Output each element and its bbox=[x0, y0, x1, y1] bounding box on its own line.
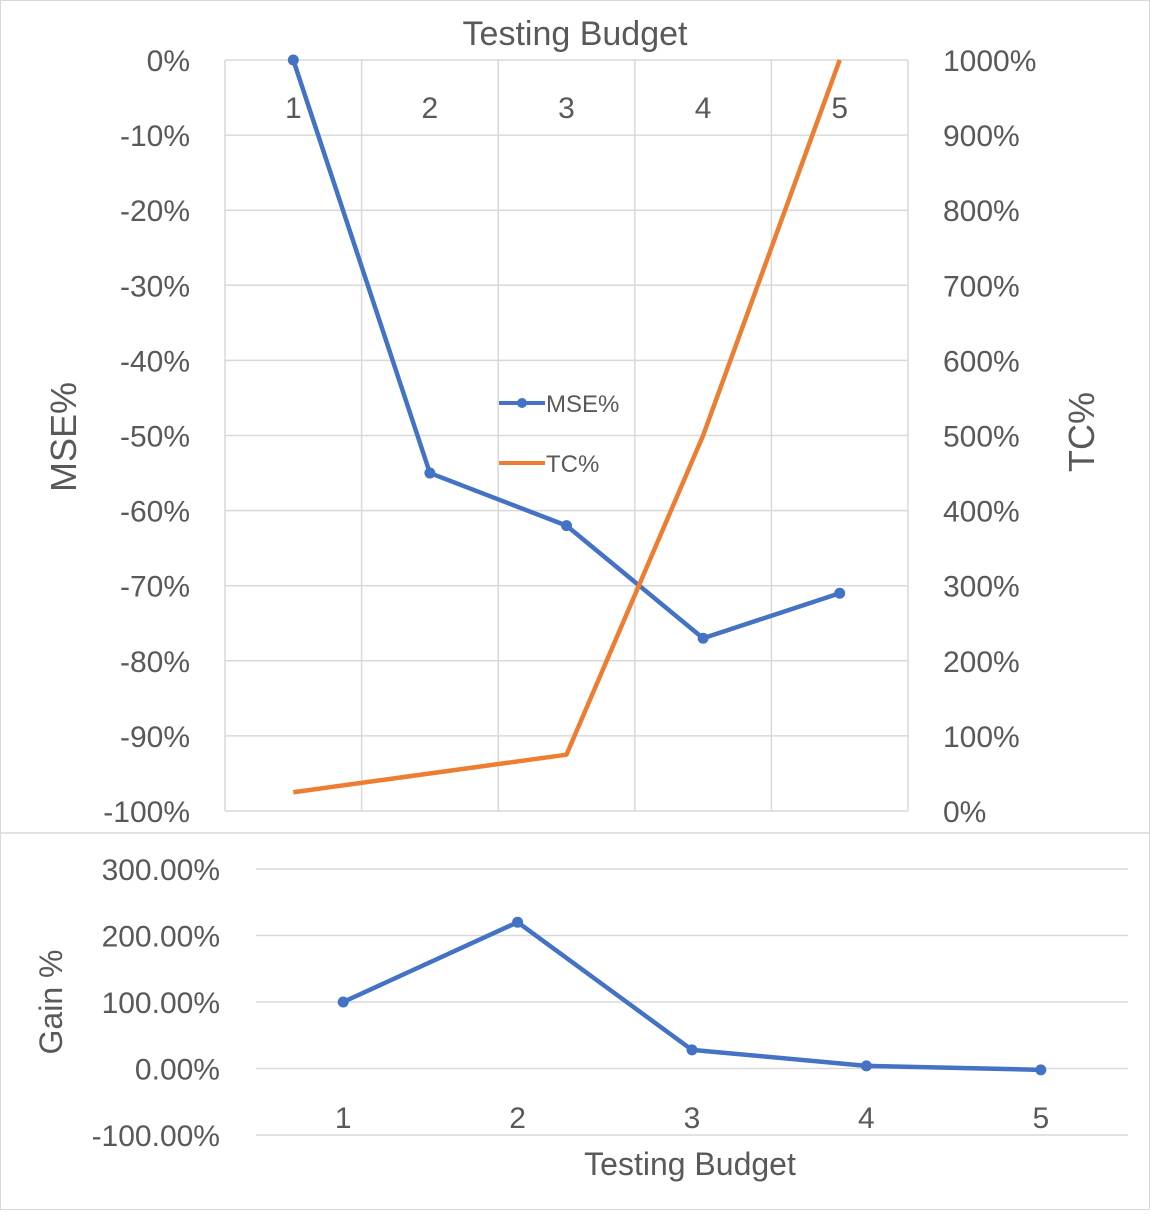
top-left-tick-label: -10% bbox=[120, 120, 190, 153]
legend-entry-mse: MSE% bbox=[499, 391, 619, 418]
legend: MSE% TC% bbox=[499, 391, 619, 478]
top-left-tick-label: -30% bbox=[120, 270, 190, 303]
top-left-tick-label: -100% bbox=[103, 796, 190, 829]
top-gridlines bbox=[224, 59, 909, 812]
top-right-tick-label: 500% bbox=[943, 421, 1020, 454]
bottom-tick-label: -100.00% bbox=[92, 1120, 220, 1153]
legend-entry-tc: TC% bbox=[499, 451, 599, 478]
data-point-mse bbox=[287, 54, 299, 66]
legend-label-mse: MSE% bbox=[546, 391, 619, 418]
data-point-mse bbox=[834, 587, 846, 599]
top-right-tick-label: 800% bbox=[943, 195, 1020, 228]
bottom-category-label: 5 bbox=[1032, 1102, 1049, 1135]
top-left-tick-label: -50% bbox=[120, 421, 190, 454]
series-line-tc bbox=[292, 59, 842, 795]
bottom-category-label: 3 bbox=[684, 1102, 701, 1135]
data-point-gain bbox=[860, 1060, 872, 1072]
top-left-tick-label: -90% bbox=[120, 721, 190, 754]
bottom-tick-label: 300.00% bbox=[102, 854, 220, 887]
top-right-tick-label: 700% bbox=[943, 270, 1020, 303]
top-chart-title: Testing Budget bbox=[463, 15, 688, 53]
bottom-chart: 300.00% 200.00% 100.00% 0.00% -100.00% 1 2 3 4 5… bbox=[33, 854, 1128, 1182]
bottom-tick-label: 100.00% bbox=[102, 987, 220, 1020]
top-right-tick-label: 200% bbox=[943, 646, 1020, 679]
top-left-tick-label: -80% bbox=[120, 646, 190, 679]
top-right-axis-ticks: 1000% 900% 800% 700% 600% 500% 400% 300% 200% 100… bbox=[943, 45, 1036, 829]
top-right-tick-label: 0% bbox=[943, 796, 986, 829]
top-right-tick-label: 400% bbox=[943, 496, 1020, 529]
top-left-tick-label: -70% bbox=[120, 571, 190, 604]
bottom-axis-ticks: 300.00% 200.00% 100.00% 0.00% -100.00% bbox=[92, 854, 220, 1153]
data-point-gain bbox=[337, 996, 349, 1008]
bottom-category-label: 2 bbox=[509, 1102, 526, 1135]
data-point-gain bbox=[512, 916, 524, 928]
bottom-category-label: 1 bbox=[335, 1102, 352, 1135]
data-point-mse bbox=[697, 632, 709, 644]
top-right-tick-label: 300% bbox=[943, 571, 1020, 604]
legend-label-tc: TC% bbox=[546, 451, 599, 478]
bottom-category-label: 4 bbox=[858, 1102, 875, 1135]
bottom-y-axis-label: Gain % bbox=[33, 950, 69, 1055]
top-category-label: 2 bbox=[422, 92, 439, 125]
top-chart: 0% -10% -20% -30% -40% -50% -60% -70% -80% -90% -1… bbox=[43, 15, 1102, 829]
bottom-x-axis-label: Testing Budget bbox=[584, 1146, 796, 1182]
data-point-gain bbox=[1035, 1064, 1047, 1076]
bottom-tick-label: 0.00% bbox=[135, 1054, 220, 1087]
data-point-gain bbox=[686, 1044, 698, 1056]
top-left-axis-ticks: 0% -10% -20% -30% -40% -50% -60% -70% -80% -90% -1… bbox=[103, 45, 190, 829]
top-category-label: 3 bbox=[558, 92, 575, 125]
top-right-tick-label: 900% bbox=[943, 120, 1020, 153]
top-category-label: 4 bbox=[695, 92, 712, 125]
bottom-category-labels: 1 2 3 4 5 bbox=[335, 1102, 1049, 1135]
top-left-tick-label: -40% bbox=[120, 345, 190, 378]
top-right-axis-label: TC% bbox=[1061, 392, 1102, 472]
bottom-tick-label: 200.00% bbox=[102, 921, 220, 954]
top-left-tick-label: -20% bbox=[120, 195, 190, 228]
top-right-tick-label: 600% bbox=[943, 345, 1020, 378]
data-point-mse bbox=[424, 467, 436, 479]
legend-marker-mse bbox=[517, 398, 527, 408]
top-left-axis-label: MSE% bbox=[43, 382, 84, 492]
data-point-mse bbox=[561, 520, 572, 532]
bottom-gridlines bbox=[256, 868, 1128, 1136]
top-left-tick-label: -60% bbox=[120, 496, 190, 529]
top-series bbox=[287, 54, 846, 795]
top-right-tick-label: 1000% bbox=[943, 45, 1036, 78]
top-category-label: 1 bbox=[285, 92, 302, 125]
top-right-tick-label: 100% bbox=[943, 721, 1020, 754]
top-category-label: 5 bbox=[831, 92, 848, 125]
top-category-labels: 1 2 3 4 5 bbox=[285, 92, 848, 125]
top-left-tick-label: 0% bbox=[147, 45, 190, 78]
bottom-series bbox=[337, 916, 1047, 1076]
